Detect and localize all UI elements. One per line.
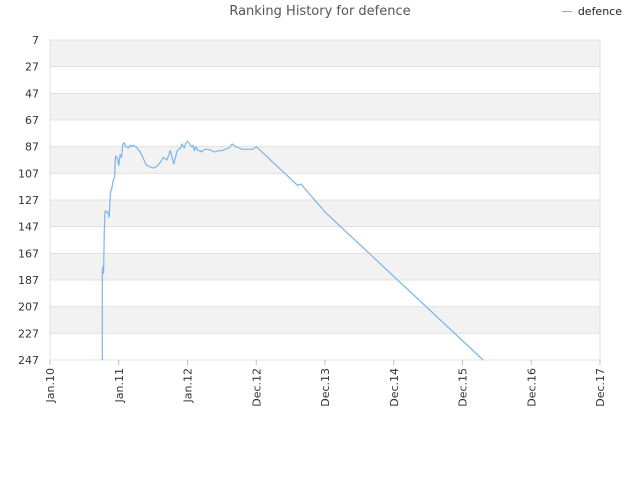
x-tick-label: Dec.14 [388,368,401,407]
x-axis-ticks: Jan.10 Jan.11 Jan.12 Dec.12 Dec.13 Dec.14 Dec.… [44,360,607,407]
y-tick-label: 7 [32,34,39,47]
x-tick-label: Jan.10 [44,368,57,403]
x-tick-label: Dec.16 [525,368,538,407]
y-tick-label: 67 [25,114,39,127]
y-axis-ticks: 7 27 47 67 87 107 127 147 167 187 207 227 247 [18,34,39,367]
y-tick-label: 147 [18,221,39,234]
series-line-defence [101,140,484,361]
grid-lines [49,39,601,361]
y-tick-label: 207 [18,301,39,314]
y-tick-label: 247 [18,354,39,367]
x-tick-label: Jan.12 [182,368,195,403]
legend-label: defence [577,5,622,18]
x-tick-label: Dec.17 [594,368,607,407]
grid-band [50,306,600,334]
grid-band [50,93,600,120]
grid-band [50,40,600,67]
y-tick-label: 107 [18,167,39,180]
y-tick-label: 167 [18,247,39,260]
y-tick-label: 127 [18,194,39,207]
x-tick-label: Jan.11 [113,368,126,403]
y-tick-label: 187 [18,274,39,287]
legend-swatch [561,11,572,12]
grid-band [50,146,600,174]
legend[interactable]: defence [561,5,622,18]
y-tick-label: 87 [25,141,39,154]
grid-band [50,253,600,280]
y-tick-label: 227 [18,327,39,340]
x-tick-label: Dec.12 [250,368,263,407]
y-tick-label: 47 [25,87,39,100]
y-tick-label: 27 [25,61,39,74]
x-tick-label: Dec.13 [319,368,332,407]
series-group [101,140,484,361]
x-tick-label: Dec.15 [457,368,470,407]
chart-title: Ranking History for defence [229,4,411,19]
grid-bands [50,40,600,334]
grid-band [50,200,600,227]
